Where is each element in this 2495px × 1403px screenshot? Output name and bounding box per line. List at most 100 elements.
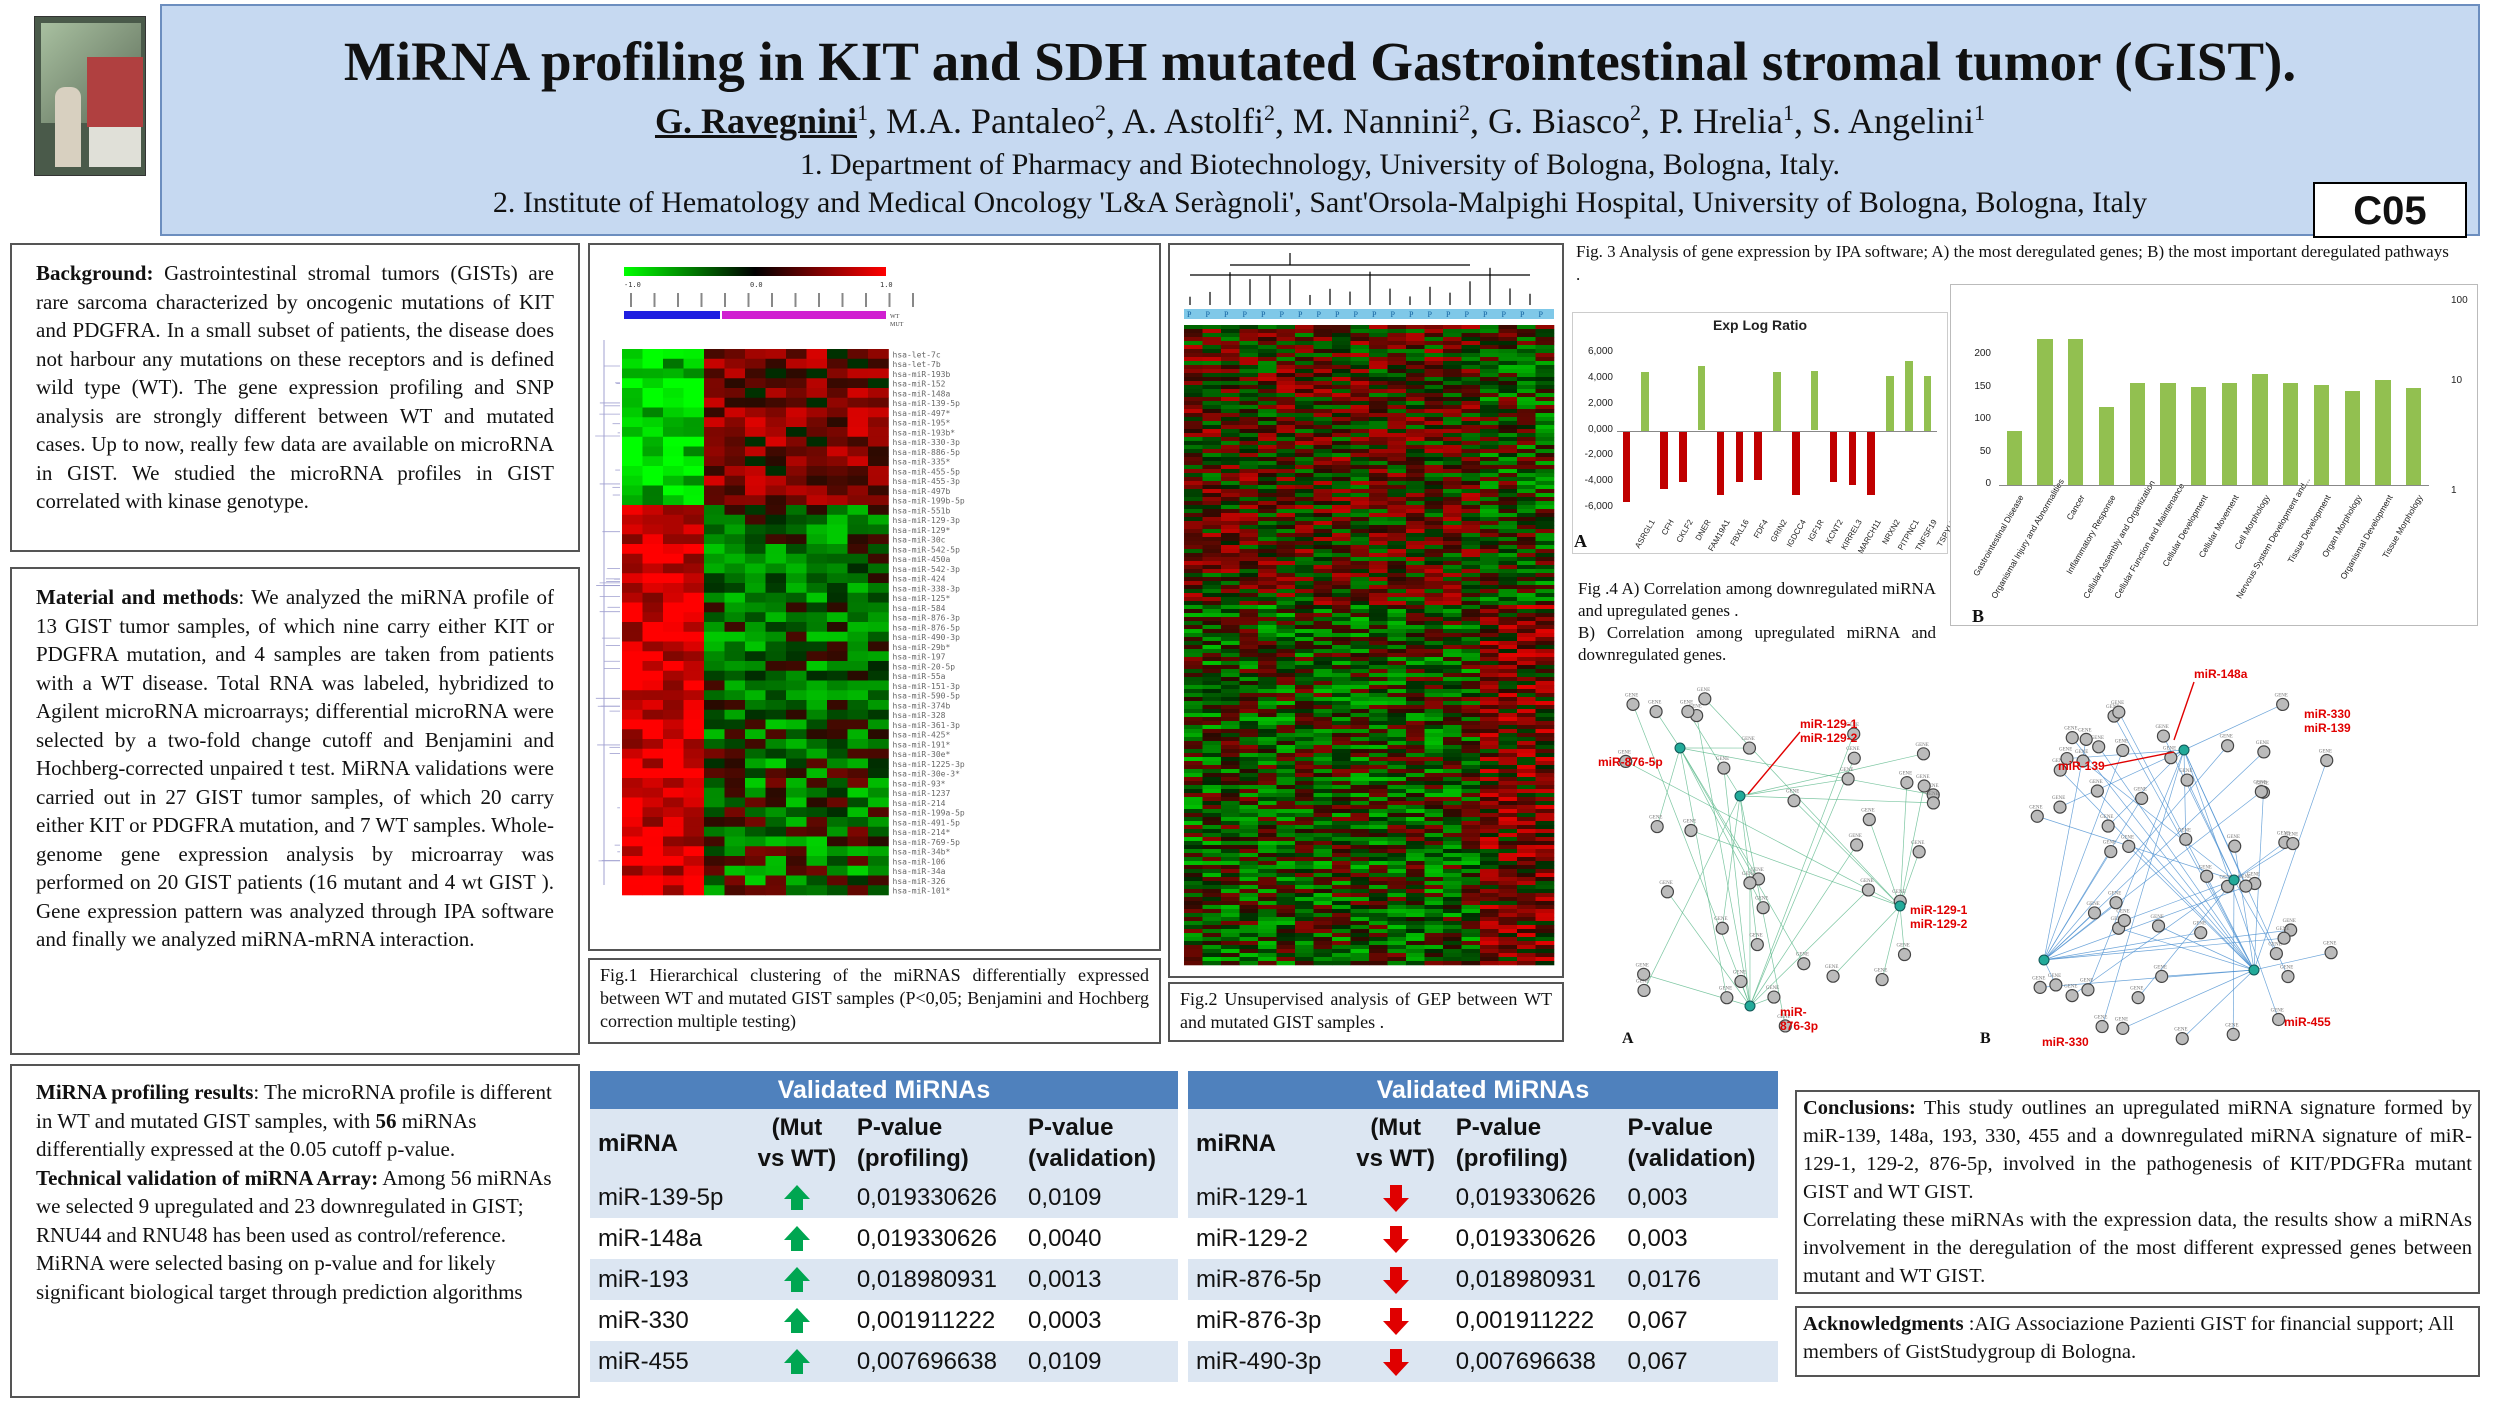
gep-cell bbox=[1406, 769, 1425, 774]
heatmap-cell bbox=[806, 534, 828, 545]
gep-cell bbox=[1535, 393, 1555, 398]
gep-cell bbox=[1461, 725, 1481, 730]
gep-cell bbox=[1369, 961, 1388, 966]
gep-cell bbox=[1313, 661, 1333, 666]
gep-cell bbox=[1350, 333, 1370, 338]
gep-cell bbox=[1461, 457, 1481, 462]
gep-cell bbox=[1295, 737, 1314, 742]
gep-cell bbox=[1406, 801, 1425, 806]
gep-cell bbox=[1406, 669, 1425, 674]
gep-cell bbox=[1202, 641, 1222, 646]
gep-cell bbox=[1517, 885, 1536, 890]
heatmap-cell bbox=[765, 573, 787, 584]
gep-cell bbox=[1387, 493, 1407, 498]
heatmap-cell bbox=[868, 778, 889, 789]
gene-node bbox=[2087, 906, 2102, 920]
gep-cell bbox=[1313, 725, 1333, 730]
gep-cell bbox=[1202, 681, 1222, 686]
heatmap-cell bbox=[704, 553, 725, 564]
gep-cell bbox=[1295, 601, 1314, 606]
gep-cell bbox=[1387, 677, 1407, 682]
gep-cell bbox=[1517, 377, 1536, 382]
gep-cell bbox=[1276, 857, 1296, 862]
heatmap-cell bbox=[663, 631, 684, 642]
gene-node bbox=[1797, 957, 1811, 971]
gep-cell bbox=[1276, 849, 1296, 854]
gep-cell bbox=[1295, 833, 1314, 838]
gep-cell bbox=[1313, 797, 1333, 802]
gep-cell bbox=[1443, 801, 1462, 806]
gep-cell bbox=[1535, 421, 1555, 426]
gep-cell bbox=[1313, 629, 1333, 634]
gep-cell bbox=[1369, 473, 1388, 478]
gep-cell bbox=[1332, 389, 1351, 394]
gep-cell bbox=[1276, 585, 1296, 590]
heatmap-cell bbox=[765, 856, 787, 867]
gep-cell bbox=[1239, 813, 1259, 818]
gep-cell bbox=[1461, 477, 1481, 482]
gep-cell bbox=[1387, 485, 1407, 490]
gep-cell bbox=[1332, 921, 1351, 926]
gep-cell bbox=[1498, 701, 1518, 706]
heatmap-cell bbox=[683, 797, 705, 808]
gep-cell bbox=[1369, 725, 1388, 730]
gep-cell bbox=[1517, 689, 1536, 694]
heatmap-cell bbox=[868, 622, 889, 633]
gep-cell bbox=[1350, 357, 1370, 362]
gep-cell bbox=[1221, 405, 1240, 410]
heatmap-cell bbox=[642, 797, 664, 808]
gep-cell bbox=[1239, 741, 1259, 746]
gep-cell bbox=[1387, 961, 1407, 966]
gep-cell bbox=[1276, 945, 1296, 950]
author-name: P. Hrelia bbox=[1659, 101, 1783, 141]
gep-cell bbox=[1517, 869, 1536, 874]
gep-cell bbox=[1239, 717, 1259, 722]
heatmap-cell bbox=[765, 787, 787, 798]
svg-text:GENE: GENE bbox=[1899, 772, 1912, 777]
heatmap-cell bbox=[642, 865, 664, 876]
gep-cell bbox=[1202, 421, 1222, 426]
gep-cell bbox=[1184, 809, 1203, 814]
gep-cell bbox=[1221, 501, 1240, 506]
gep-cell bbox=[1202, 673, 1222, 678]
gep-cell bbox=[1276, 485, 1296, 490]
heatmap-cell bbox=[642, 553, 664, 564]
gene-node bbox=[2155, 969, 2169, 983]
heatmap-cell bbox=[847, 690, 869, 701]
gep-cell bbox=[1535, 929, 1555, 934]
gep-cell bbox=[1239, 501, 1259, 506]
gep-cell bbox=[1369, 429, 1388, 434]
gep-cell bbox=[1239, 541, 1259, 546]
heatmap-cell bbox=[622, 641, 643, 652]
gep-cell bbox=[1313, 569, 1333, 574]
gep-cell bbox=[1387, 797, 1407, 802]
gep-cell bbox=[1258, 441, 1277, 446]
gep-cell bbox=[1184, 497, 1203, 502]
gep-cell bbox=[1221, 645, 1240, 650]
fig3b-right-tick: 1 bbox=[2451, 485, 2457, 496]
gep-cell bbox=[1535, 409, 1555, 414]
gep-cell bbox=[1221, 701, 1240, 706]
gep-cell bbox=[1443, 525, 1462, 530]
gep-cell bbox=[1239, 857, 1259, 862]
gep-cell bbox=[1535, 713, 1555, 718]
gep-cell bbox=[1313, 593, 1333, 598]
author-name: M.A. Pantaleo bbox=[886, 101, 1095, 141]
gep-cell bbox=[1332, 385, 1351, 390]
gep-cell bbox=[1535, 369, 1555, 374]
heatmap-cell bbox=[704, 826, 725, 837]
gep-cell bbox=[1461, 781, 1481, 786]
gep-cell bbox=[1443, 557, 1462, 562]
gep-cell bbox=[1221, 849, 1240, 854]
gep-cell bbox=[1221, 545, 1240, 550]
gep-cell bbox=[1498, 409, 1518, 414]
network-mirna-label: miR-129-1 miR-129-2 bbox=[1910, 903, 1968, 931]
gep-cell bbox=[1221, 801, 1240, 806]
gep-cell bbox=[1258, 613, 1277, 618]
heatmap-cell bbox=[663, 739, 684, 750]
gep-cell bbox=[1350, 725, 1370, 730]
gep-cell bbox=[1258, 577, 1277, 582]
gep-cell bbox=[1517, 525, 1536, 530]
gep-cell bbox=[1387, 609, 1407, 614]
gep-cell bbox=[1239, 765, 1259, 770]
